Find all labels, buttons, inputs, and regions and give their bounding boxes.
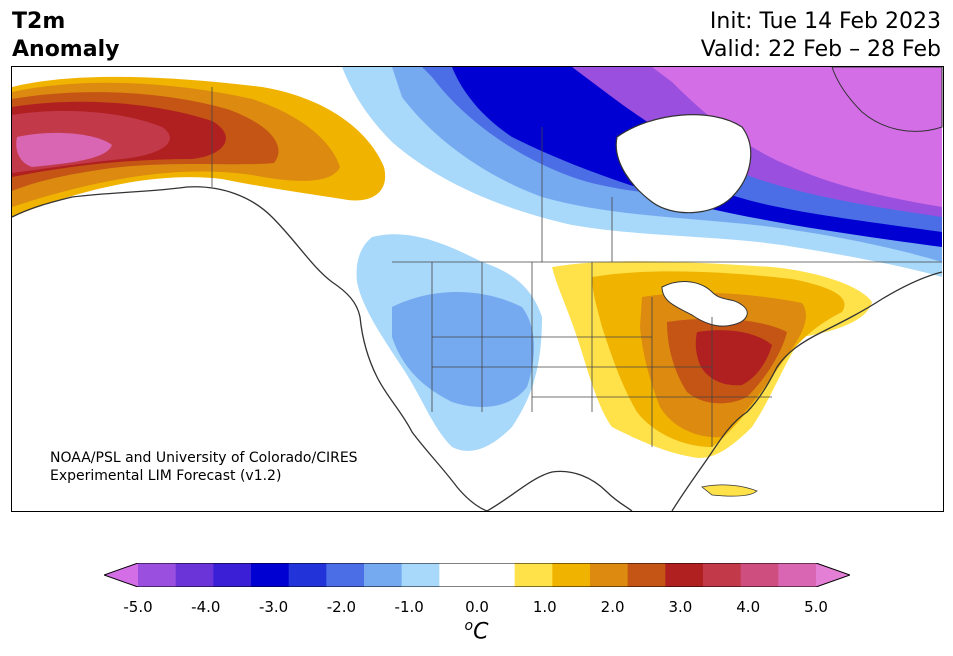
colorbar-tick-label: 2.0: [600, 598, 625, 616]
colorbar-tick-label: -5.0: [123, 598, 153, 616]
coastlines: [12, 186, 943, 511]
state-borders: [211, 87, 942, 447]
colorbar-cell: [590, 563, 629, 587]
colorbar-cell: [514, 563, 553, 587]
colorbar-units: oC: [0, 618, 953, 644]
colorbar-min-arrow: [104, 563, 138, 587]
valid-date: Valid: 22 Feb – 28 Feb: [700, 37, 941, 62]
colorbar-ticks: -5.0 -4.0 -3.0 -2.0 -1.0 0.0 1.0 2.0 3.0 4.0 5.0: [0, 598, 953, 618]
colorbar-tick-label: -3.0: [258, 598, 289, 616]
colorbar-cell: [401, 563, 440, 587]
warm-region-alaska-magenta: [16, 132, 112, 167]
colorbar-cell: [213, 563, 252, 587]
hudson-bay: [615, 114, 752, 214]
colorbar-cell: [627, 563, 666, 587]
map-title: T2m Anomaly: [12, 8, 119, 64]
colorbar-tick-label: 4.0: [736, 598, 761, 616]
forecast-credit: NOAA/PSL and University of Colorado/CIRE…: [50, 449, 358, 485]
colorbar-cell: [138, 563, 177, 587]
init-date: Init: Tue 14 Feb 2023: [709, 9, 941, 34]
colorbar-tick-label: 0.0: [465, 598, 489, 616]
title-line-2: Anomaly: [12, 37, 120, 62]
colorbar-tick-label: -2.0: [326, 598, 357, 616]
colorbar-cell: [175, 563, 214, 587]
colorbar-tick-label: 5.0: [804, 598, 828, 616]
credit-line-2: Experimental LIM Forecast (v1.2): [50, 468, 282, 484]
map-canvas: [12, 67, 943, 511]
units-degree: o: [464, 618, 474, 634]
cuba: [701, 484, 758, 497]
colorbar-cell: [477, 563, 516, 587]
colorbar-cell: [552, 563, 591, 587]
colorbar-cell: [778, 563, 817, 587]
colorbar-cell: [364, 563, 403, 587]
forecast-dates: Init: Tue 14 Feb 2023 Valid: 22 Feb – 28…: [701, 8, 941, 64]
units-letter: C: [473, 619, 489, 645]
colorbar-cell: [326, 563, 365, 587]
title-line-1: T2m: [12, 9, 66, 34]
colorbar-svg: [102, 562, 852, 588]
colorbar-cell: [251, 563, 290, 587]
colorbar-tick-label: -4.0: [191, 598, 221, 616]
colorbar-tick-label: 1.0: [532, 598, 557, 616]
cold-region-west-mid: [392, 292, 534, 407]
colorbar-cell: [703, 563, 742, 587]
colorbar-cell: [288, 563, 327, 587]
credit-line-1: NOAA/PSL and University of Colorado/CIRE…: [50, 450, 358, 466]
colorbar: [102, 562, 852, 588]
greenland: [831, 67, 943, 132]
great-lakes: [661, 281, 748, 327]
colorbar-max-arrow: [816, 563, 850, 587]
warm-region-east-core: [695, 330, 772, 386]
colorbar-cell: [439, 563, 478, 587]
colorbar-cell: [665, 563, 704, 587]
colorbar-cell: [740, 563, 779, 587]
colorbar-tick-label: 3.0: [668, 598, 693, 616]
cold-region-canada-deep: [452, 67, 942, 247]
anomaly-map: NOAA/PSL and University of Colorado/CIRE…: [11, 66, 944, 512]
colorbar-tick-label: -1.0: [394, 598, 424, 616]
